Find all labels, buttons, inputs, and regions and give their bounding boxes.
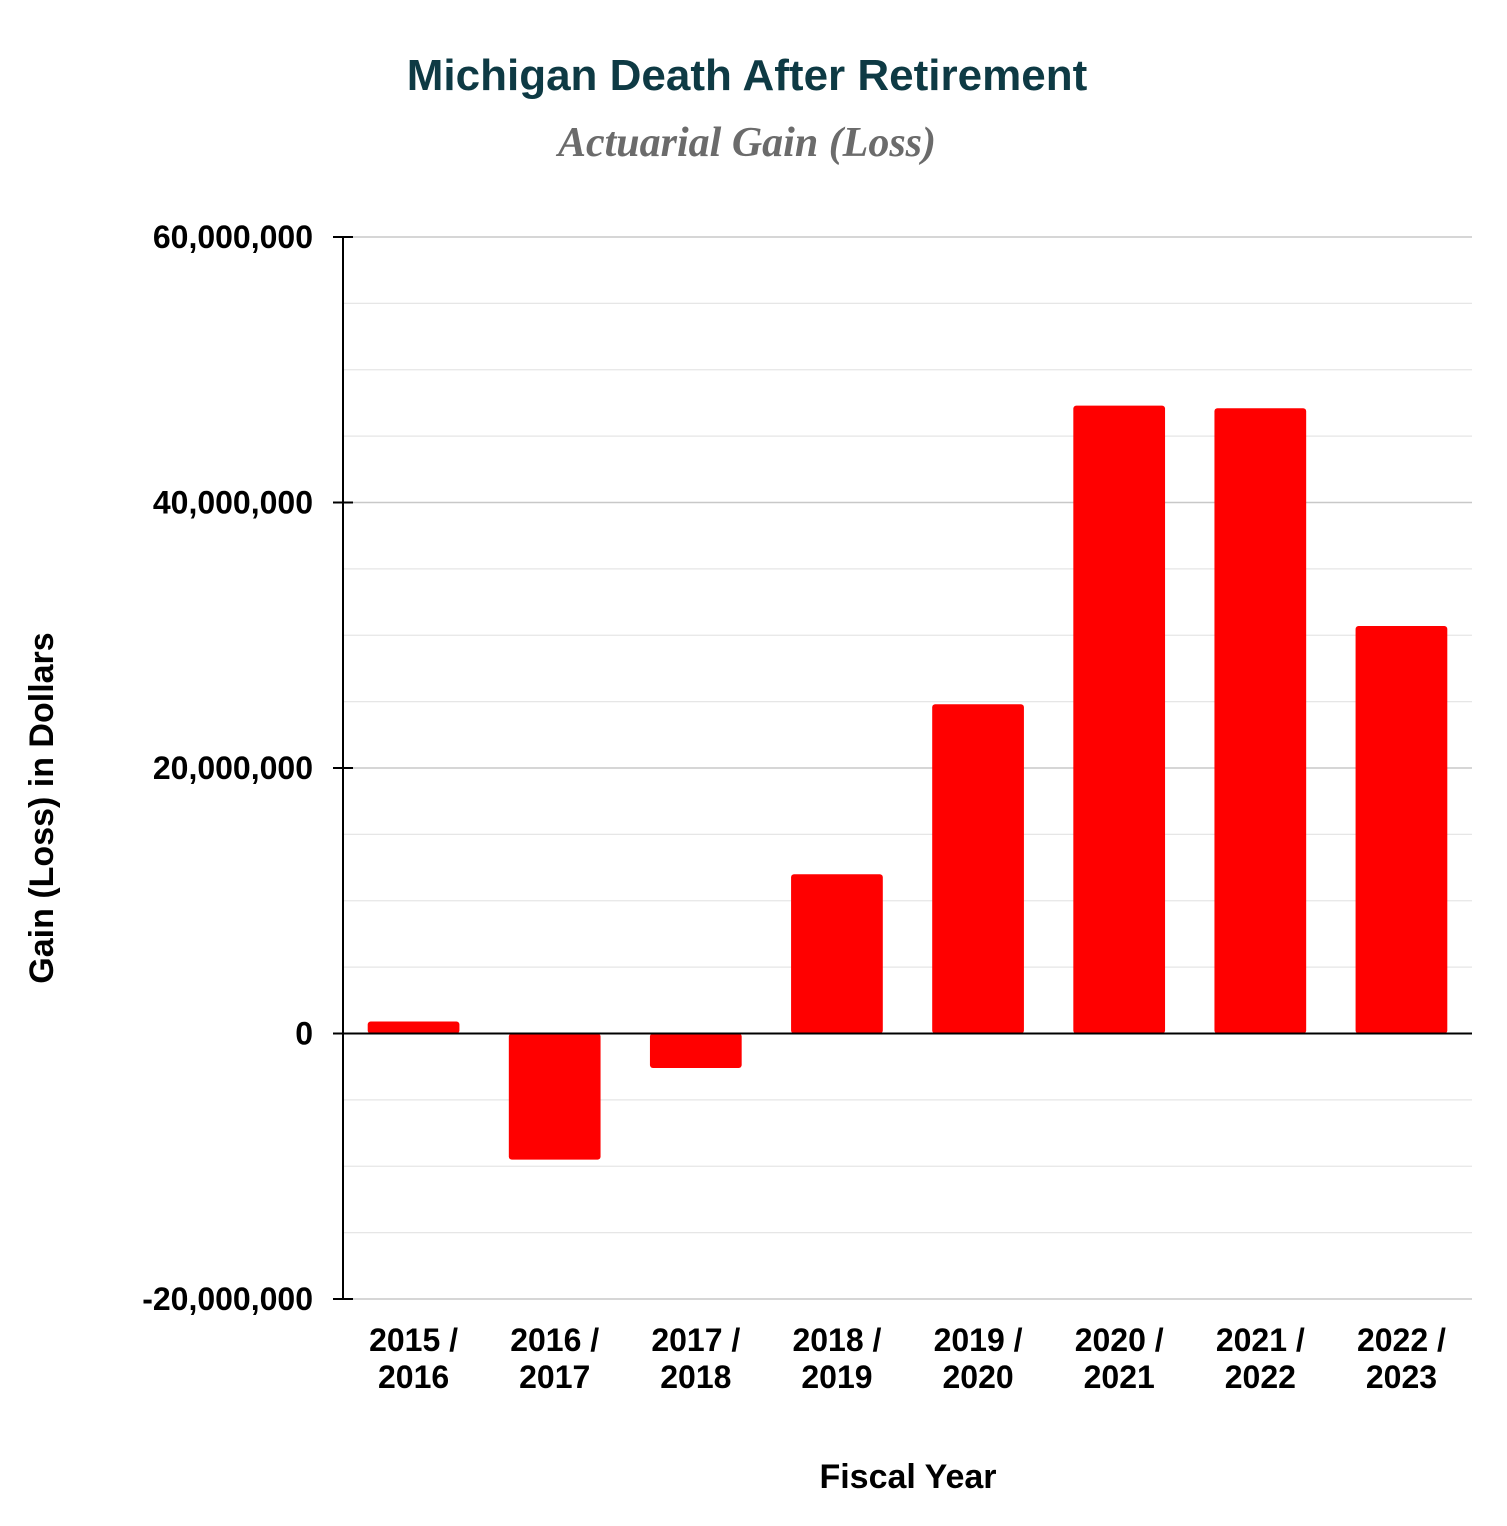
y-tick-label: 20,000,000: [153, 750, 313, 786]
x-tick-label: 2020 /2021: [1075, 1322, 1164, 1395]
bar: [1355, 625, 1448, 1034]
bar: [1214, 408, 1307, 1034]
bars: [367, 405, 1448, 1160]
y-tick-label: 0: [295, 1016, 313, 1052]
bar: [932, 704, 1024, 1034]
y-tick-labels: -20,000,000 0 20,000,000 40,000,000 60,000,0…: [142, 219, 313, 1317]
bar: [1073, 405, 1166, 1034]
x-tick-label: 2021 /2022: [1216, 1322, 1305, 1395]
y-axis-title: Gain (Loss) in Dollars: [23, 632, 61, 983]
x-axis-title: Fiscal Year: [819, 1458, 996, 1496]
y-tick-label: 60,000,000: [153, 219, 313, 255]
x-tick-labels: 2015 /2016 2016 /2017 2017 /2018 2018 /2019…: [369, 1322, 1446, 1395]
x-tick-label: 2018 /2019: [792, 1322, 881, 1395]
bar: [649, 1033, 742, 1069]
axes: [333, 236, 1472, 1300]
y-tick-label: -20,000,000: [142, 1281, 313, 1317]
x-tick-label: 2016 /2017: [510, 1322, 599, 1395]
bar: [791, 874, 883, 1034]
bar: [367, 1021, 460, 1034]
x-tick-label: 2017 /2018: [651, 1322, 740, 1395]
chart-subtitle: Actuarial Gain (Loss): [555, 120, 936, 166]
chart-title: Michigan Death After Retirement: [407, 51, 1088, 100]
bar: [508, 1033, 601, 1160]
y-tick-label: 40,000,000: [153, 485, 313, 521]
x-tick-label: 2019 /2020: [934, 1322, 1023, 1395]
x-tick-label: 2015 /2016: [369, 1322, 458, 1395]
x-tick-label: 2022 /2023: [1357, 1322, 1446, 1395]
